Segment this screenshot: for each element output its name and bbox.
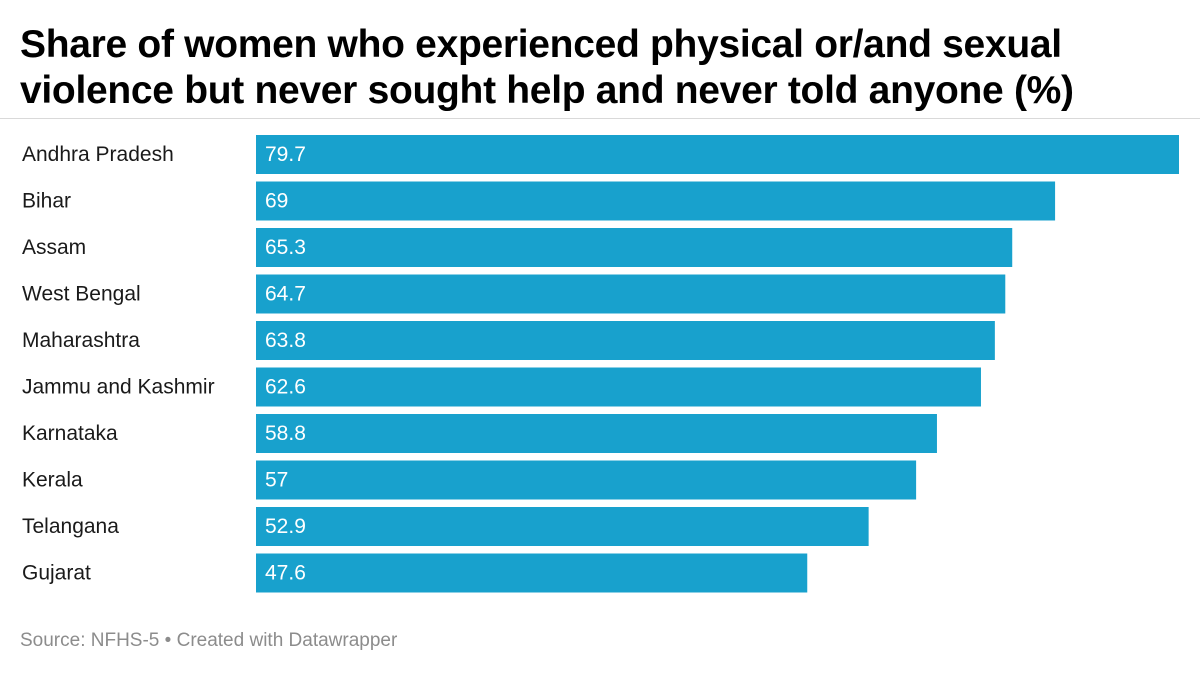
bar xyxy=(256,460,917,500)
footer-separator: • xyxy=(159,630,177,651)
bar-row: Karnataka 58.8 xyxy=(22,414,937,453)
source-note: Source: NFHS-5 xyxy=(20,630,160,651)
bar xyxy=(256,507,869,546)
bar-row: West Bengal 64.7 xyxy=(22,274,1006,314)
bar-value-label: 65.3 xyxy=(265,236,306,259)
bar-row: Kerala 57 xyxy=(22,460,917,500)
bar-row: Jammu and Kashmir 62.6 xyxy=(22,367,981,407)
credit-link[interactable]: Created with Datawrapper xyxy=(176,630,398,651)
bar-value-label: 63.8 xyxy=(265,329,306,352)
category-label: Jammu and Kashmir xyxy=(22,376,215,399)
category-label: Assam xyxy=(22,236,86,259)
bar-value-label: 62.6 xyxy=(265,376,306,399)
bar xyxy=(256,321,995,360)
chart-title: Share of women who experienced physical … xyxy=(20,23,1074,112)
bar-row: Bihar 69 xyxy=(22,181,1056,221)
chart-footer: Source: NFHS-5 • Created with Datawrappe… xyxy=(20,630,397,652)
bar-row: Maharashtra 63.8 xyxy=(22,321,995,360)
bar-value-label: 69 xyxy=(265,190,288,213)
category-label: West Bengal xyxy=(22,283,141,306)
bar-value-label: 57 xyxy=(265,469,288,492)
category-label: Kerala xyxy=(22,469,83,492)
bar-value-label: 52.9 xyxy=(265,515,306,538)
bar-row: Telangana 52.9 xyxy=(22,507,869,546)
bar xyxy=(256,228,1013,267)
bar xyxy=(256,135,1179,174)
category-label: Gujarat xyxy=(22,562,91,585)
category-label: Andhra Pradesh xyxy=(22,143,174,166)
bar-value-label: 58.8 xyxy=(265,422,306,445)
category-label: Karnataka xyxy=(22,422,118,445)
bar xyxy=(256,367,981,407)
bar xyxy=(256,414,937,453)
bar-value-label: 47.6 xyxy=(265,562,306,585)
bar-value-label: 64.7 xyxy=(265,283,306,306)
bar-row: Gujarat 47.6 xyxy=(22,553,808,593)
category-label: Telangana xyxy=(22,515,119,538)
category-label: Maharashtra xyxy=(22,329,140,352)
bar-row: Andhra Pradesh 79.7 xyxy=(22,135,1179,174)
bar-value-label: 79.7 xyxy=(265,143,306,166)
title-divider xyxy=(0,118,1200,119)
bar xyxy=(256,553,808,593)
bar-row: Assam 65.3 xyxy=(22,228,1013,267)
category-label: Bihar xyxy=(22,190,71,213)
bar xyxy=(256,181,1056,221)
bar xyxy=(256,274,1006,314)
